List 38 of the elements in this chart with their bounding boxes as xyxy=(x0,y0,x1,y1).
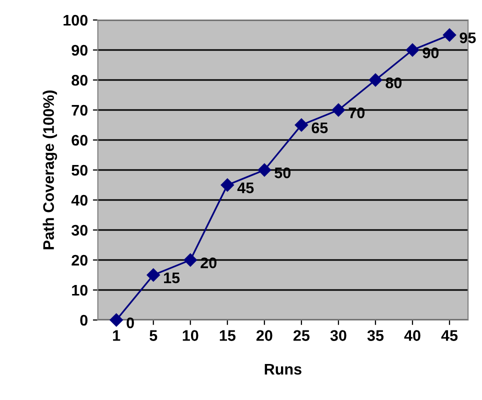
point xyxy=(294,118,308,132)
x-tick-label: 45 xyxy=(441,330,458,341)
point xyxy=(442,28,456,42)
x-axis-title: Runs xyxy=(264,364,302,375)
data-label: 95 xyxy=(460,32,476,44)
data-label: 15 xyxy=(164,272,180,284)
x-tick-label: 40 xyxy=(404,330,420,341)
y-tick-label: 40 xyxy=(71,194,88,206)
point xyxy=(110,313,123,327)
point xyxy=(258,163,272,177)
x-tick-label: 35 xyxy=(367,330,384,341)
y-tick-label: 70 xyxy=(72,104,88,116)
x-tick-label: 5 xyxy=(150,330,158,341)
y-tick-label: 20 xyxy=(72,254,88,266)
y-tick-label: 60 xyxy=(72,134,88,146)
point xyxy=(368,73,382,87)
data-label: 45 xyxy=(237,182,254,194)
x-tick-label: 15 xyxy=(220,330,236,341)
y-tick-label: 100 xyxy=(64,14,88,26)
y-tick-label: 10 xyxy=(72,284,88,296)
data-label: 65 xyxy=(312,122,328,134)
point xyxy=(220,178,234,192)
x-tick-label: 30 xyxy=(330,330,346,341)
x-tick-label: 20 xyxy=(256,330,272,341)
y-tick-label: 30 xyxy=(71,224,88,236)
y-tick-label: 80 xyxy=(72,74,88,86)
point xyxy=(146,268,160,282)
point xyxy=(332,103,346,117)
data-label: 0 xyxy=(126,317,134,328)
point xyxy=(406,43,420,57)
x-tick-label: 1 xyxy=(113,330,120,341)
point xyxy=(184,253,197,267)
y-tick-label: 50 xyxy=(72,164,88,176)
y-tick-label: 0 xyxy=(80,314,88,326)
x-tick-label: 10 xyxy=(182,330,198,341)
y-tick-label: 90 xyxy=(72,44,88,56)
x-tick-label: 25 xyxy=(293,330,310,341)
y-axis-title: Path Coverage (100%) xyxy=(42,90,58,250)
